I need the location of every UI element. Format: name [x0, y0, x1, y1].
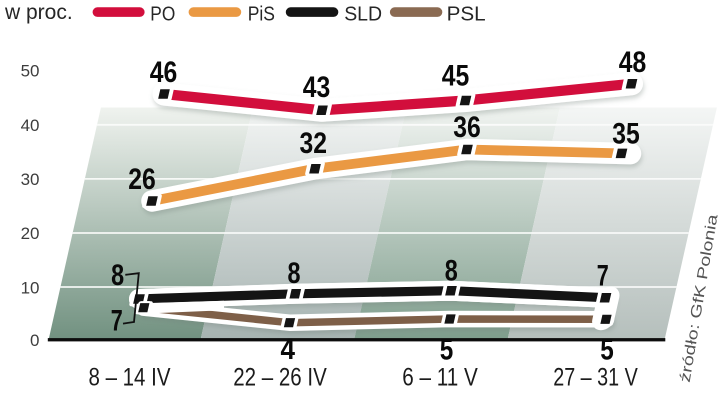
svg-text:46: 46 [150, 56, 178, 89]
svg-text:8: 8 [111, 259, 124, 292]
svg-text:8: 8 [288, 257, 301, 290]
svg-text:PiS: PiS [248, 2, 275, 25]
svg-text:7: 7 [597, 259, 609, 292]
svg-text:32: 32 [300, 127, 328, 160]
svg-text:0: 0 [30, 331, 39, 350]
svg-text:SLD: SLD [344, 2, 382, 25]
svg-text:4: 4 [280, 333, 295, 366]
svg-text:w proc.: w proc. [4, 1, 73, 24]
svg-text:30: 30 [21, 170, 40, 189]
svg-text:10: 10 [21, 278, 40, 297]
svg-text:26: 26 [128, 163, 156, 196]
svg-text:20: 20 [21, 224, 40, 243]
svg-text:43: 43 [303, 71, 331, 104]
svg-text:22 – 26 IV: 22 – 26 IV [233, 364, 327, 392]
svg-text:8: 8 [445, 254, 458, 287]
svg-text:36: 36 [453, 111, 481, 144]
svg-text:50: 50 [21, 62, 40, 81]
svg-text:5: 5 [440, 334, 454, 367]
svg-text:45: 45 [442, 59, 470, 92]
svg-text:35: 35 [612, 118, 640, 151]
svg-text:8 – 14 IV: 8 – 14 IV [89, 364, 171, 392]
svg-text:48: 48 [619, 46, 647, 79]
svg-text:7: 7 [111, 304, 123, 337]
svg-text:6 – 11 V: 6 – 11 V [402, 364, 478, 392]
svg-text:5: 5 [600, 334, 614, 367]
svg-text:PO: PO [150, 2, 175, 25]
svg-text:27 – 31 V: 27 – 31 V [553, 364, 638, 392]
svg-text:PSL: PSL [447, 2, 486, 25]
svg-text:40: 40 [21, 116, 40, 135]
